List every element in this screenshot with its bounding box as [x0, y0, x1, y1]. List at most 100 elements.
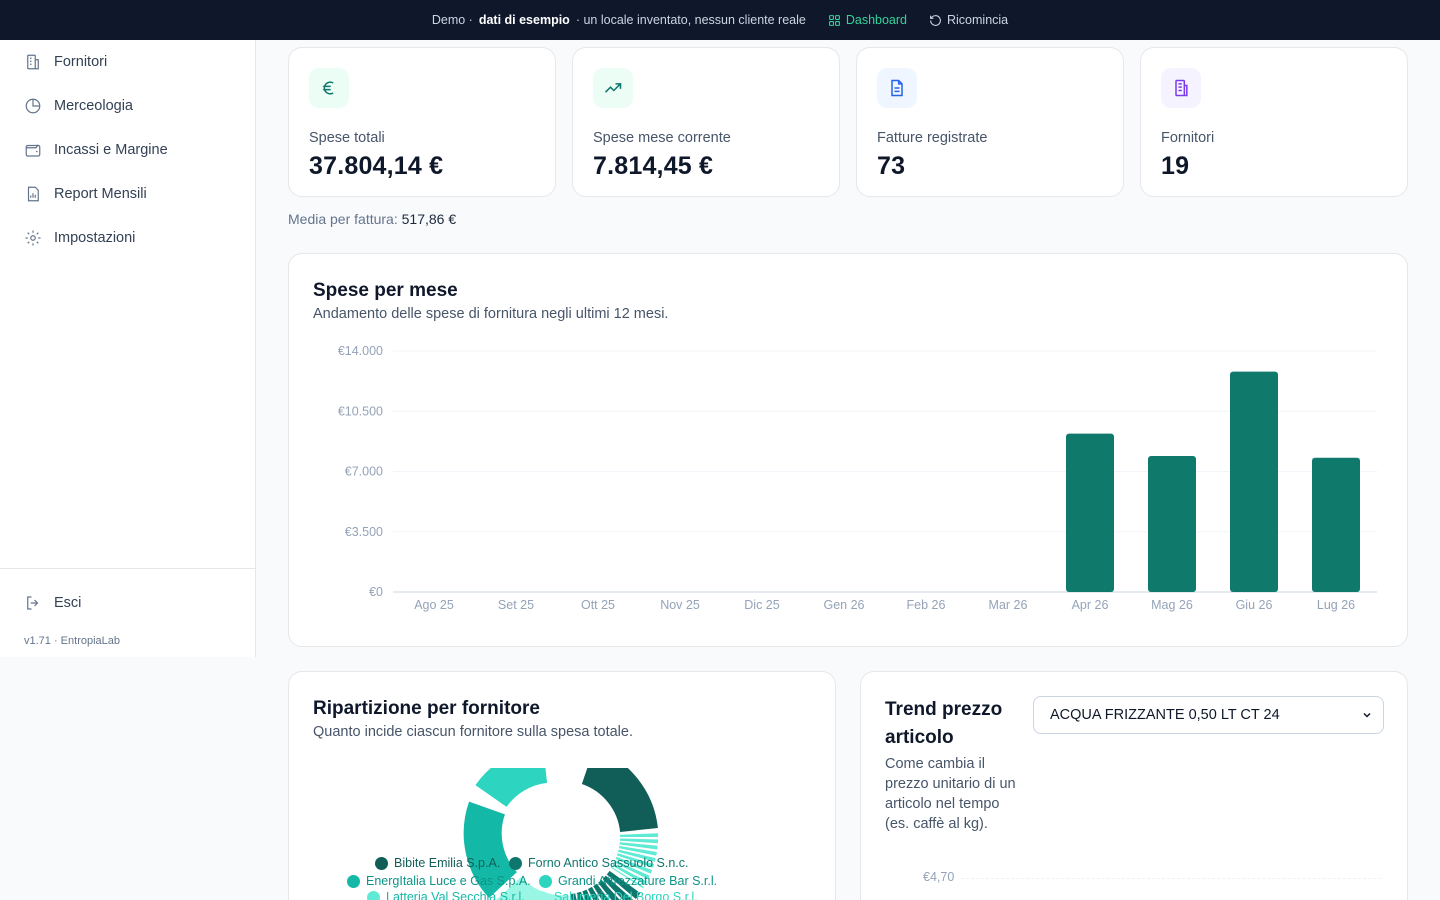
legend-label: Bibite Emilia S.p.A. [394, 856, 501, 870]
refresh-icon [930, 14, 941, 26]
legend-swatch [535, 890, 548, 900]
x-tick-label: Lug 26 [1317, 598, 1355, 612]
legend-item: Salumeria Del Borgo S.r.l. [535, 890, 698, 900]
supplier-split-panel: Ripartizione per fornitore Quanto incide… [288, 671, 836, 900]
panel-subtitle: Andamento delle spese di fornitura negli… [313, 306, 669, 322]
y-tick-label: €10.500 [338, 404, 383, 418]
legend-swatch [539, 874, 552, 888]
legend-label: Latteria Val Secchia S.r.l. [386, 890, 525, 900]
stat-label: Fatture registrate [877, 130, 988, 146]
version-label: v1.71 · EntropiaLab [24, 635, 121, 647]
report-icon [27, 186, 39, 202]
legend-swatch [375, 856, 388, 870]
wallet-icon [25, 144, 41, 157]
gridline [961, 878, 1381, 879]
logout-button[interactable]: Esci [0, 581, 255, 625]
average-label: Media per fattura: [288, 211, 398, 227]
sidebar: Fornitori Merceologia Incassi e Margine … [0, 40, 256, 657]
x-tick-label: Dic 25 [744, 598, 779, 612]
dashboard-link[interactable]: Dashboard [828, 13, 907, 27]
legend-item: Bibite Emilia S.p.A. [375, 856, 500, 870]
stat-card-fatture: Fatture registrate 73 [856, 47, 1124, 197]
x-tick-label: Giu 26 [1236, 598, 1273, 612]
legend-label: EnergItalia Luce e Gas S.p.A. [366, 874, 531, 888]
sidebar-footer: Esci v1.71 · EntropiaLab [0, 568, 255, 647]
donut-slice [496, 876, 569, 900]
bar [1230, 371, 1278, 592]
legend-swatch [509, 856, 522, 870]
article-select[interactable]: ACQUA FRIZZANTE 0,50 LT CT 24 [1033, 696, 1384, 734]
supplier-donut-chart [463, 760, 659, 900]
pie-icon [25, 98, 41, 114]
legend-item: Grandi Attrezzature Bar S.r.l. [539, 874, 717, 888]
sidebar-item-label: Report Mensili [54, 186, 147, 202]
sidebar-item-incassi[interactable]: Incassi e Margine [0, 128, 255, 172]
sidebar-item-label: Impostazioni [54, 230, 136, 246]
panel-subtitle: Come cambia il prezzo unitario di un art… [885, 756, 1016, 832]
monthly-spend-panel: Spese per mese Andamento delle spese di … [288, 253, 1408, 647]
donut-slice [581, 760, 658, 833]
gear-icon [25, 230, 41, 246]
x-tick-label: Apr 26 [1072, 598, 1109, 612]
demo-banner: Demo · dati di esempio · un locale inven… [0, 0, 1440, 40]
panel-title: Spese per mese [313, 280, 458, 301]
stat-card-spese-totali: Spese totali 37.804,14 € [288, 47, 556, 197]
logout-icon [27, 596, 39, 610]
x-tick-label: Ott 25 [581, 598, 615, 612]
dashboard-main: Spese totali 37.804,14 € Spese mese corr… [288, 40, 1408, 900]
y-tick-label: €4,70 [923, 870, 955, 884]
sidebar-item-fornitori[interactable]: Fornitori [0, 40, 255, 84]
stat-card-fornitori: Fornitori 19 [1140, 47, 1408, 197]
panel-title: Trend prezzo articolo [885, 699, 1003, 748]
x-tick-label: Ago 25 [414, 598, 454, 612]
euro-icon [309, 68, 349, 108]
donut-slice [610, 833, 659, 889]
legend-item: Latteria Val Secchia S.r.l. [367, 890, 525, 900]
stat-value: 37.804,14 € [309, 152, 444, 180]
sidebar-item-label: Incassi e Margine [54, 142, 168, 158]
stat-value: 73 [877, 152, 906, 180]
donut-slice [569, 870, 641, 900]
sidebar-item-label: Fornitori [54, 54, 108, 70]
legend-swatch [347, 874, 360, 888]
sidebar-item-impostazioni[interactable]: Impostazioni [0, 216, 255, 260]
document-icon [877, 68, 917, 108]
panel-title: Ripartizione per fornitore [313, 698, 540, 719]
donut-slice [475, 760, 548, 808]
x-tick-label: Mag 26 [1151, 598, 1193, 612]
y-tick-label: €0 [369, 585, 383, 599]
trend-up-icon [593, 68, 633, 108]
dashboard-link-label: Dashboard [845, 13, 907, 27]
restart-link[interactable]: Ricomincia [929, 13, 1008, 27]
stat-label: Spese mese corrente [593, 130, 731, 146]
legend-item: Forno Antico Sassuolo S.n.c. [509, 856, 689, 870]
bar [1148, 456, 1196, 592]
legend-label: Forno Antico Sassuolo S.n.c. [528, 856, 689, 870]
y-tick-label: €3.500 [345, 525, 383, 539]
x-tick-label: Feb 26 [907, 598, 946, 612]
chevron-down-icon [1363, 712, 1371, 718]
demo-label: Demo · [431, 13, 473, 27]
building-icon [1161, 68, 1201, 108]
legend-label: Grandi Attrezzature Bar S.r.l. [558, 874, 718, 888]
y-tick-label: €7.000 [345, 465, 383, 479]
sidebar-item-label: Merceologia [54, 98, 133, 114]
sidebar-item-merceologia[interactable]: Merceologia [0, 84, 255, 128]
legend-swatch [367, 890, 380, 900]
stat-cards: Spese totali 37.804,14 € Spese mese corr… [288, 47, 1408, 197]
monthly-bar-chart: €0 €3.500 €7.000 €10.500 €14.000 Ago 25 Set 25… [338, 344, 1377, 612]
panel-subtitle: Quanto incide ciascun fornitore sulla sp… [313, 724, 633, 740]
bar [1312, 457, 1360, 592]
stat-value: 7.814,45 € [593, 152, 714, 180]
average-value: 517,86 € [401, 211, 457, 227]
stat-label: Fornitori [1161, 130, 1215, 146]
legend-label: Salumeria Del Borgo S.r.l. [554, 890, 698, 900]
sidebar-item-report[interactable]: Report Mensili [0, 172, 255, 216]
y-tick-label: €14.000 [338, 344, 383, 358]
x-tick-label: Gen 26 [823, 598, 864, 612]
bar [1066, 433, 1114, 592]
x-tick-label: Mar 26 [989, 598, 1028, 612]
grid-icon [828, 14, 840, 26]
donut-slice [463, 801, 518, 898]
average-per-invoice: Media per fattura: 517,86 € [288, 211, 1408, 227]
